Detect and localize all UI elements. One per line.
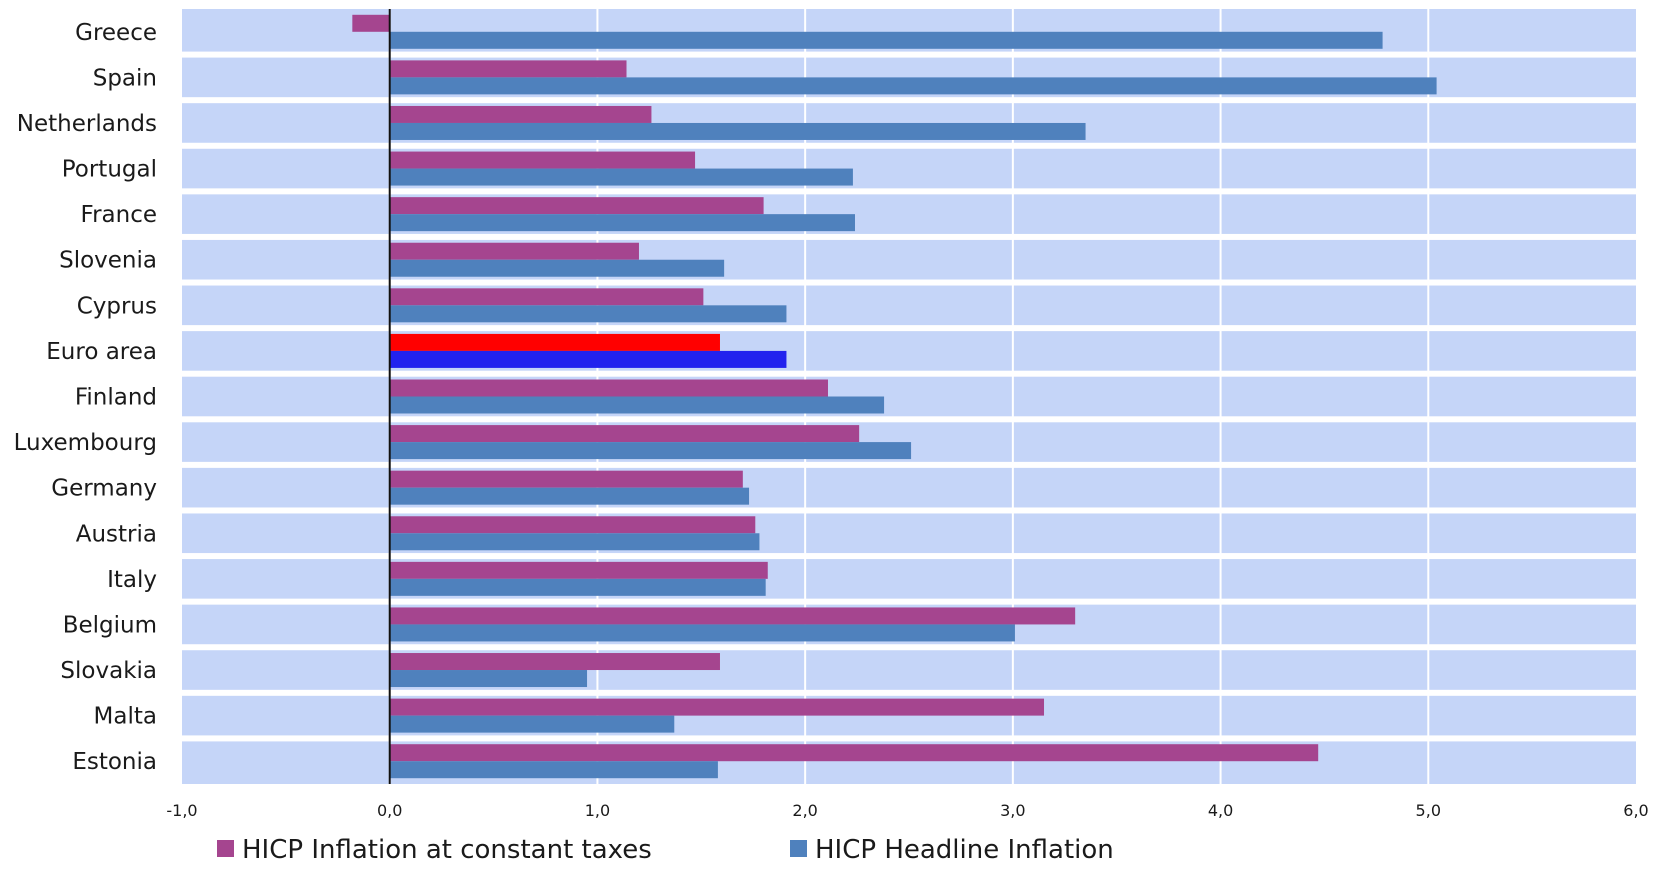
category-label: Italy (107, 567, 157, 593)
row-separator (182, 370, 1636, 377)
bar-constant-taxes (389, 561, 768, 579)
legend-swatch (217, 840, 234, 857)
row-separator (182, 279, 1636, 286)
x-tick-label: 2,0 (792, 801, 817, 820)
bar-constant-taxes (352, 14, 390, 32)
category-label: Slovenia (59, 248, 157, 274)
bar-headline (389, 259, 725, 277)
bar-headline (389, 122, 1086, 140)
bar-constant-taxes (389, 470, 743, 488)
bar-headline (389, 168, 853, 186)
grid-lines (182, 9, 1636, 784)
bar-headline (389, 578, 766, 596)
bar-constant-taxes (389, 105, 652, 123)
bar-headline (389, 624, 1015, 642)
category-label: Belgium (63, 612, 157, 638)
x-tick-label: 5,0 (1416, 801, 1441, 820)
bar-headline (389, 350, 787, 368)
x-tick-label: 3,0 (1000, 801, 1025, 820)
category-label: Euro area (46, 339, 157, 365)
bar-headline (389, 396, 885, 414)
category-label: Estonia (72, 749, 157, 775)
category-label: Spain (93, 65, 157, 91)
bar-headline (389, 77, 1437, 95)
category-label: Luxembourg (14, 430, 157, 456)
x-tick-label: 4,0 (1208, 801, 1233, 820)
row-separator (182, 689, 1636, 696)
category-label: Austria (76, 521, 157, 547)
legend-label: HICP Inflation at constant taxes (242, 835, 652, 865)
bar-constant-taxes (389, 744, 1319, 762)
category-label: Netherlands (17, 111, 157, 137)
category-label: Germany (51, 476, 157, 502)
row-separator (182, 553, 1636, 560)
bar-headline (389, 214, 855, 232)
bar-constant-taxes (389, 288, 704, 306)
category-label: Greece (75, 20, 157, 46)
bar-headline (389, 31, 1383, 49)
x-tick-label: 6,0 (1623, 801, 1648, 820)
category-labels: Greece Spain Netherlands Portugal France Slov… (14, 20, 157, 775)
row-separator (182, 461, 1636, 468)
row-separator (182, 97, 1636, 104)
category-label: Cyprus (77, 293, 157, 319)
bar-constant-taxes (389, 242, 639, 260)
row-separator (182, 735, 1636, 742)
category-label: Slovakia (60, 658, 157, 684)
legend-label: HICP Headline Inflation (815, 835, 1114, 865)
category-label: Portugal (62, 157, 157, 183)
bars (352, 14, 1437, 779)
bar-constant-taxes (389, 379, 828, 397)
bar-constant-taxes (389, 197, 764, 215)
bar-headline (389, 305, 787, 323)
bar-constant-taxes (389, 653, 720, 671)
bar-constant-taxes (389, 60, 627, 78)
bar-headline (389, 487, 750, 505)
row-separator (182, 598, 1636, 605)
row-separator (182, 188, 1636, 195)
bar-headline (389, 533, 760, 551)
legend-swatch (790, 840, 807, 857)
category-label: Malta (94, 704, 157, 730)
bar-constant-taxes (389, 607, 1076, 625)
x-tick-label: -1,0 (166, 801, 197, 820)
row-separator (182, 233, 1636, 240)
legend: HICP Inflation at constant taxes HICP Hea… (217, 835, 1114, 865)
row-separator (182, 416, 1636, 423)
bar-constant-taxes (389, 698, 1045, 716)
row-separator (182, 644, 1636, 651)
bar-headline (389, 715, 675, 733)
x-tick-labels: -1,0 0,0 1,0 2,0 3,0 4,0 5,0 6,0 (166, 801, 1648, 820)
row-separator (182, 507, 1636, 514)
row-separator (182, 51, 1636, 58)
x-tick-label: 1,0 (585, 801, 610, 820)
x-tick-label: 0,0 (377, 801, 402, 820)
bar-headline (389, 670, 588, 688)
bar-constant-taxes (389, 151, 696, 169)
bar-constant-taxes (389, 333, 720, 351)
category-label: Finland (75, 385, 157, 411)
category-label: France (81, 202, 157, 228)
bar-headline (389, 442, 912, 460)
row-separator (182, 325, 1636, 332)
bar-headline (389, 761, 718, 779)
bar-constant-taxes (389, 425, 860, 443)
bar-constant-taxes (389, 516, 756, 534)
row-separator (182, 142, 1636, 149)
